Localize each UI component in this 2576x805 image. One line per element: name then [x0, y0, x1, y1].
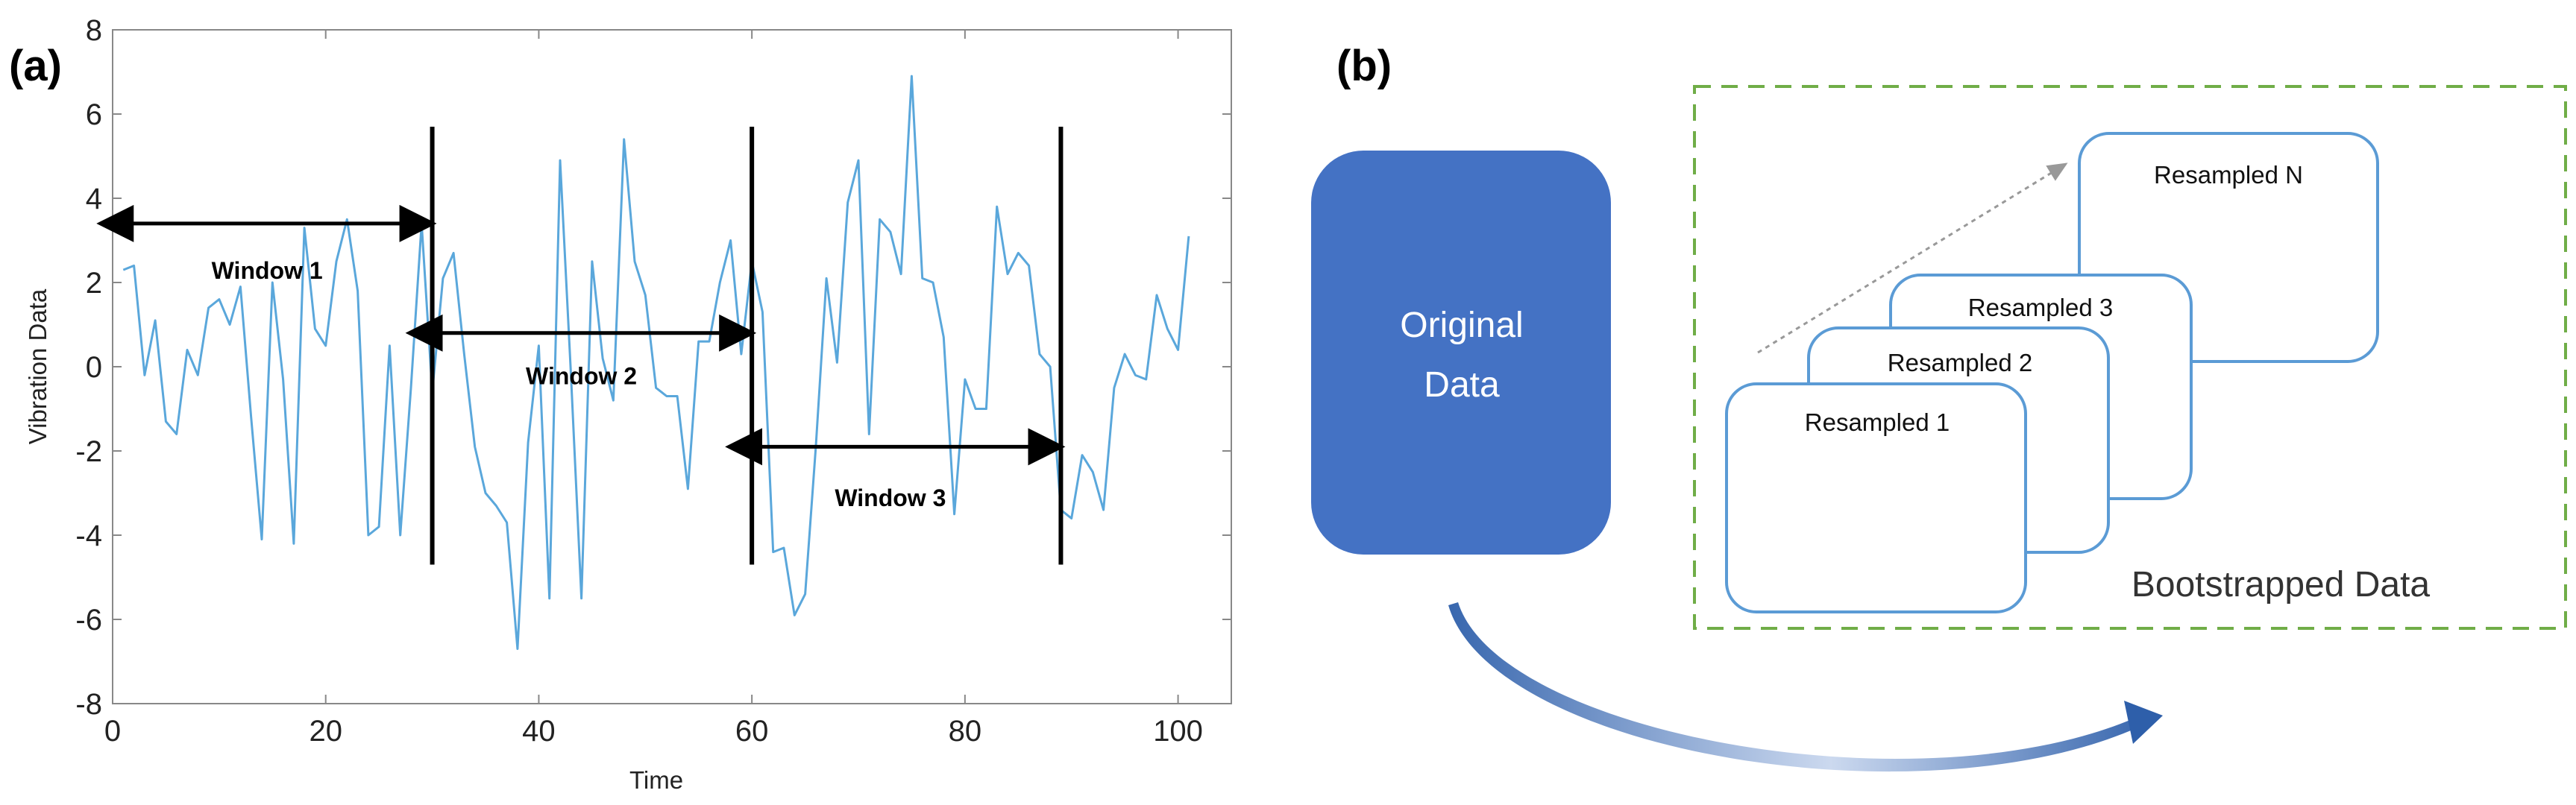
- y-tick-label: 6: [86, 98, 102, 131]
- plot-frame: [112, 29, 1232, 704]
- panel-b-label: (b): [1336, 42, 1392, 90]
- y-axis-label: Vibration Data: [24, 288, 51, 444]
- original-data-line1: Original: [1400, 306, 1523, 345]
- x-tick-label: 20: [309, 715, 342, 748]
- resampled-1-label: Resampled 1: [1805, 408, 1950, 436]
- y-tick-label: 2: [86, 267, 102, 300]
- original-data-line2: Data: [1424, 365, 1500, 405]
- x-tick-label: 60: [735, 715, 769, 748]
- x-tick-label: 100: [1153, 715, 1203, 748]
- vibration-series-line: [122, 75, 1190, 650]
- y-tick-labels: 8 6 4 2 0 -2 -4 -6 -8: [75, 14, 102, 721]
- x-tick-labels: 0 20 40 60 80 100: [104, 715, 1203, 748]
- resampled-2-label: Resampled 2: [1888, 349, 2032, 376]
- resampled-3-label: Resampled 3: [1968, 294, 2113, 321]
- window-label: Window 3: [835, 484, 946, 511]
- original-data-box: Original Data: [1311, 151, 1611, 555]
- y-tick-label: -6: [75, 604, 102, 637]
- resampled-n-label: Resampled N: [2154, 161, 2303, 189]
- panel-a-label: (a): [9, 42, 62, 90]
- x-axis-label: Time: [629, 766, 683, 794]
- window-markers: Window 1 Window 2 Window 3: [96, 126, 1066, 565]
- y-tick-label: 8: [86, 14, 102, 47]
- x-tick-label: 0: [104, 715, 121, 748]
- y-tick-label: -4: [75, 520, 102, 552]
- stack-direction-arrow: [1757, 162, 2068, 354]
- curved-arrow: [1448, 602, 2163, 772]
- tick-marks: [112, 29, 1231, 704]
- y-tick-label: 4: [86, 183, 102, 215]
- y-tick-label: -8: [75, 688, 102, 721]
- y-tick-label: -2: [75, 435, 102, 468]
- bootstrapped-container: [1693, 85, 2567, 630]
- x-tick-label: 80: [949, 715, 982, 748]
- bootstrapped-data-label: Bootstrapped Data: [2132, 565, 2431, 604]
- y-tick-label: 0: [86, 351, 102, 384]
- window-label: Window 1: [212, 257, 323, 284]
- resampled-1-card: Resampled 1: [1725, 382, 2027, 613]
- x-tick-label: 40: [522, 715, 556, 748]
- window-label: Window 2: [526, 362, 637, 389]
